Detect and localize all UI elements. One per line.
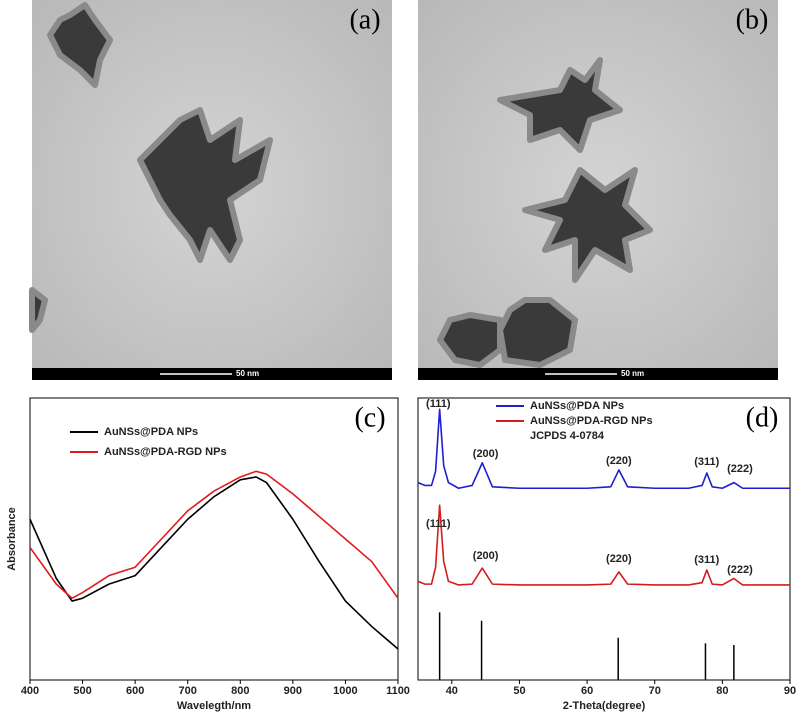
x-tick-label: 1000 xyxy=(333,685,357,697)
x-tick-label: 80 xyxy=(716,685,728,697)
peak-label: (222) xyxy=(727,463,753,475)
panel-label: (b) xyxy=(736,4,769,35)
x-tick-label: 60 xyxy=(581,685,593,697)
peak-label: (200) xyxy=(473,550,499,562)
legend-label: AuNSs@PDA-RGD NPs xyxy=(530,415,653,427)
scale-bar-label: 50 nm xyxy=(621,369,644,378)
series-line xyxy=(417,504,790,586)
plot-frame xyxy=(417,397,791,681)
x-tick-label: 800 xyxy=(231,685,249,697)
x-axis-label: 2-Theta(degree) xyxy=(563,700,646,712)
peak-label: (311) xyxy=(694,456,719,468)
peak-label: (220) xyxy=(606,455,632,467)
y-axis-label: Absorbance xyxy=(6,507,18,571)
plot-frame xyxy=(29,397,399,681)
peak-label: (220) xyxy=(606,553,632,565)
peak-label: (222) xyxy=(727,564,753,576)
scale-bar-label: 50 nm xyxy=(236,369,259,378)
x-tick-label: 1100 xyxy=(386,685,410,697)
panel-label: (a) xyxy=(349,4,380,35)
legend-label: AuNSs@PDA NPs xyxy=(104,426,198,438)
peak-label: (200) xyxy=(473,448,499,460)
x-tick-label: 700 xyxy=(179,685,197,697)
peak-label: (311) xyxy=(694,554,719,566)
panel-label: (d) xyxy=(746,402,779,433)
peak-label: (111) xyxy=(426,398,451,410)
series-line xyxy=(417,408,790,490)
x-tick-label: 70 xyxy=(649,685,661,697)
panel-label: (c) xyxy=(354,402,385,433)
tem-image-a: 50 nm (a) xyxy=(29,0,392,380)
x-tick-label: 50 xyxy=(513,685,525,697)
legend-label: AuNSs@PDA NPs xyxy=(530,400,624,412)
x-axis-label: Wavelegth/nm xyxy=(177,700,251,712)
x-tick-label: 40 xyxy=(446,685,458,697)
series-line xyxy=(29,476,399,650)
tem-image-b: 50 nm (b) xyxy=(418,0,778,380)
x-tick-label: 500 xyxy=(73,685,91,697)
x-tick-label: 600 xyxy=(126,685,144,697)
legend-label: JCPDS 4-0784 xyxy=(530,430,605,442)
x-tick-label: 90 xyxy=(784,685,796,697)
peak-label: (111) xyxy=(426,518,451,530)
legend-label: AuNSs@PDA-RGD NPs xyxy=(104,446,227,458)
series-line xyxy=(29,470,399,600)
x-tick-label: 400 xyxy=(21,685,39,697)
x-tick-label: 900 xyxy=(284,685,302,697)
